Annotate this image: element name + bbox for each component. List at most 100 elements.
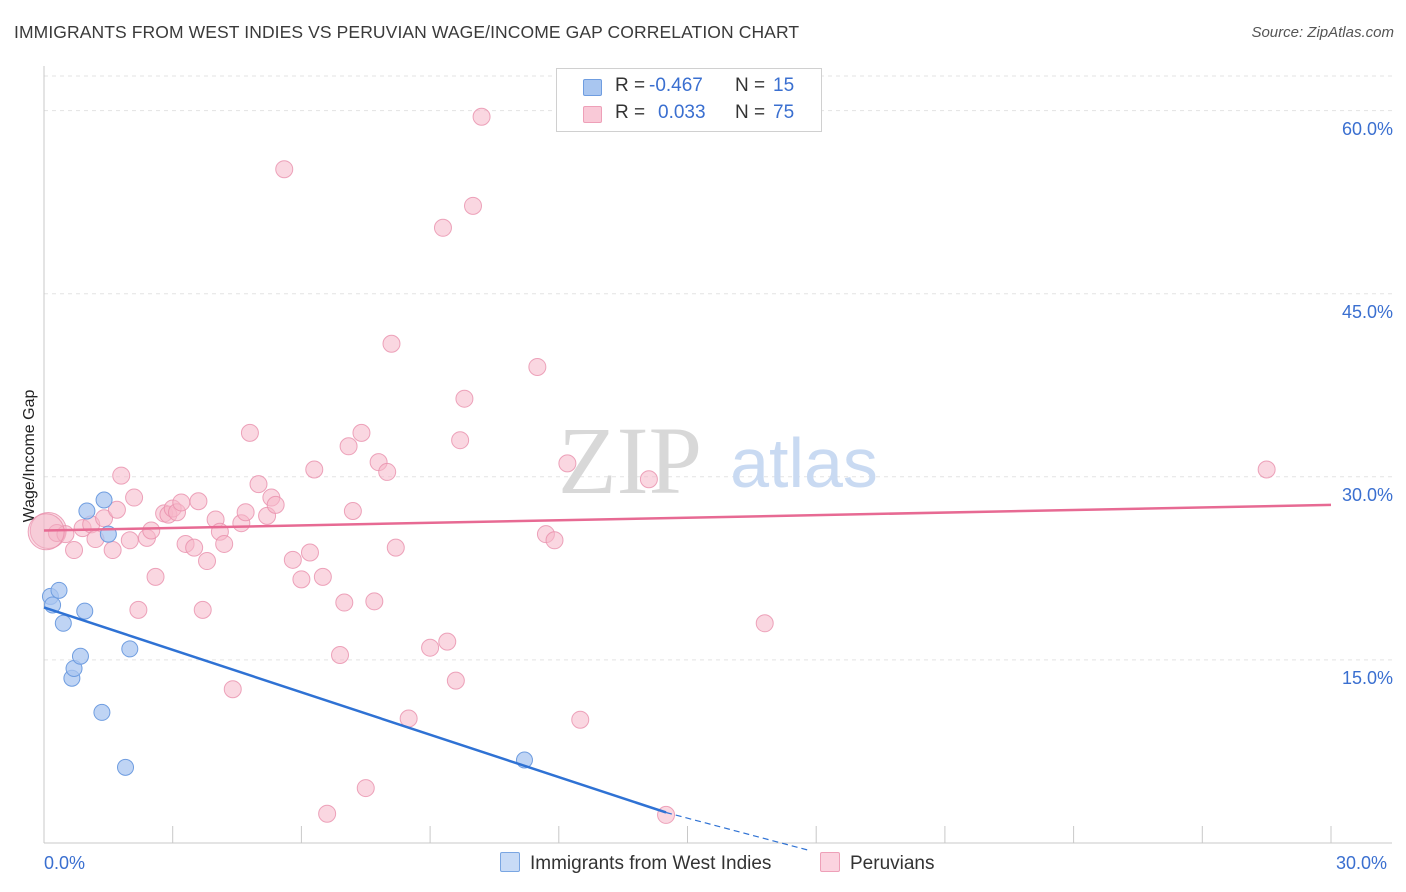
legend-swatch-blue bbox=[500, 852, 520, 872]
peruvian-point bbox=[455, 389, 474, 408]
peruvian-point bbox=[275, 160, 294, 179]
peruvian-point bbox=[185, 538, 204, 557]
legend-r-value: -0.467 bbox=[649, 75, 703, 96]
peruvian-point bbox=[172, 493, 191, 512]
x-tick-label-min: 0.0% bbox=[44, 853, 86, 873]
legend-item-west-indies: Immigrants from West Indies bbox=[500, 852, 771, 875]
legend-r-value: 0.033 bbox=[658, 102, 706, 123]
peruvian-point bbox=[292, 570, 311, 589]
peruvian-point bbox=[313, 567, 332, 586]
peruvian-point bbox=[421, 638, 440, 657]
peruvian-point bbox=[318, 804, 337, 823]
peruvian-point bbox=[107, 500, 126, 519]
west-indies-point bbox=[78, 502, 96, 520]
peruvian-point bbox=[129, 600, 148, 619]
peruvian-point bbox=[189, 492, 208, 511]
peruvian-point bbox=[335, 593, 354, 612]
peruvian-point bbox=[236, 503, 255, 522]
chart-title: IMMIGRANTS FROM WEST INDIES VS PERUVIAN … bbox=[14, 22, 800, 42]
legend-n-label: N = bbox=[735, 75, 766, 96]
peruvian-point bbox=[103, 541, 122, 560]
legend-n-label: N = bbox=[735, 102, 766, 123]
west-indies-trend-line bbox=[43, 606, 667, 814]
watermark-atlas: atlas bbox=[730, 424, 878, 502]
west-indies-trend-extension bbox=[665, 811, 808, 851]
legend-swatch-pink bbox=[820, 852, 840, 872]
peruvian-point bbox=[365, 592, 384, 611]
west-indies-point bbox=[71, 647, 89, 665]
west-indies-point bbox=[54, 614, 72, 632]
peruvian-point bbox=[27, 513, 65, 551]
y-tick-label: 30.0% bbox=[1341, 484, 1393, 505]
peruvian-point bbox=[125, 488, 144, 507]
west-indies-point bbox=[95, 491, 113, 509]
peruvian-point bbox=[356, 779, 375, 798]
peruvian-point bbox=[331, 646, 350, 665]
west-indies-point bbox=[50, 581, 68, 599]
y-tick-label: 15.0% bbox=[1341, 667, 1393, 688]
peruvians-trend-line bbox=[43, 503, 1332, 532]
gridlines bbox=[44, 75, 1392, 661]
axes bbox=[43, 66, 1392, 844]
peruvian-point bbox=[65, 541, 84, 560]
legend-n-value: 75 bbox=[773, 102, 795, 123]
peruvian-point bbox=[446, 671, 465, 690]
peruvian-point bbox=[755, 614, 774, 633]
legend-label-peruvians: Peruvians bbox=[850, 853, 935, 874]
peruvian-point bbox=[120, 531, 139, 550]
peruvian-point bbox=[300, 543, 319, 562]
west-indies-point bbox=[93, 703, 111, 721]
peruvian-point bbox=[1257, 460, 1276, 479]
peruvian-point bbox=[657, 805, 676, 824]
source-credit: Source: ZipAtlas.com bbox=[1251, 24, 1394, 41]
legend-swatch-pink bbox=[583, 106, 602, 123]
peruvian-point bbox=[464, 196, 482, 215]
trend-lines bbox=[43, 503, 1332, 851]
peruvian-point bbox=[382, 334, 401, 353]
west-indies-point bbox=[121, 640, 139, 658]
x-tick-label-max: 30.0% bbox=[1336, 853, 1388, 873]
peruvian-point bbox=[95, 509, 114, 528]
peruvian-point bbox=[305, 460, 324, 479]
legend-row-west-indies: R = -0.467 N = 15 bbox=[557, 73, 821, 101]
peruvian-point bbox=[472, 107, 491, 126]
watermark-zip: ZIP bbox=[558, 407, 702, 514]
peruvian-point bbox=[639, 470, 658, 489]
peruvian-point bbox=[193, 600, 212, 619]
peruvian-point bbox=[528, 357, 547, 376]
peruvian-point bbox=[266, 495, 285, 514]
legend-row-peruvians: R = 0.033 N = 75 bbox=[557, 100, 821, 128]
legend-r-label: R = bbox=[615, 75, 646, 96]
peruvian-point bbox=[386, 538, 405, 557]
y-tick-label: 60.0% bbox=[1341, 118, 1393, 139]
peruvian-point bbox=[146, 567, 165, 586]
peruvian-point bbox=[249, 475, 268, 494]
legend-swatch-blue bbox=[583, 79, 602, 96]
peruvian-point bbox=[240, 423, 259, 442]
peruvian-point bbox=[339, 437, 358, 456]
peruvian-point bbox=[283, 550, 302, 569]
peruvian-point bbox=[433, 218, 452, 237]
peruvian-point bbox=[198, 552, 217, 571]
peruvian-point bbox=[545, 531, 564, 550]
peruvian-point bbox=[378, 462, 397, 481]
peruvian-point bbox=[112, 466, 131, 485]
peruvian-point bbox=[352, 423, 371, 442]
correlation-legend: R = -0.467 N = 15 R = 0.033 N = 75 bbox=[556, 68, 822, 132]
peruvian-point bbox=[343, 501, 362, 520]
legend-label-west-indies: Immigrants from West Indies bbox=[530, 853, 772, 874]
west-indies-point bbox=[76, 602, 94, 620]
peruvian-point bbox=[451, 431, 470, 450]
legend-r-label: R = bbox=[615, 102, 646, 123]
legend-item-peruvians: Peruvians bbox=[820, 852, 935, 875]
peruvian-point bbox=[438, 632, 457, 651]
peruvian-point bbox=[215, 534, 234, 553]
peruvian-point bbox=[571, 710, 590, 729]
peruvian-point bbox=[223, 680, 242, 699]
y-tick-label: 45.0% bbox=[1341, 301, 1393, 322]
peruvian-point bbox=[142, 521, 161, 540]
west-indies-points bbox=[41, 491, 533, 776]
peruvian-point bbox=[558, 454, 577, 473]
west-indies-point bbox=[117, 758, 135, 776]
